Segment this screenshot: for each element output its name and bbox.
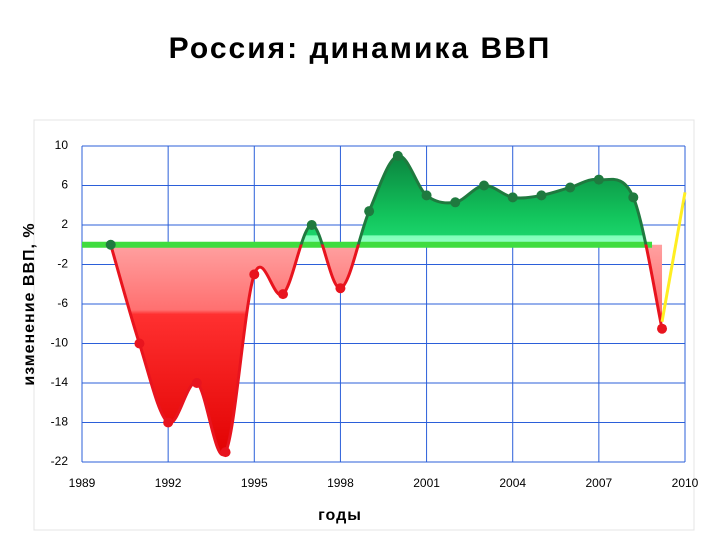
y-tick-label: 6 xyxy=(61,178,68,192)
marker xyxy=(163,417,174,428)
marker xyxy=(191,378,202,388)
marker xyxy=(536,190,547,201)
marker xyxy=(278,289,288,300)
marker xyxy=(565,182,576,193)
marker xyxy=(220,447,231,458)
x-tick-label: 1989 xyxy=(69,476,96,490)
marker xyxy=(249,269,260,280)
chart-title: Россия: динамика ВВП xyxy=(169,32,552,65)
x-tick-label: 1992 xyxy=(155,476,182,490)
marker xyxy=(657,323,668,334)
marker xyxy=(105,239,116,250)
y-tick-label: -6 xyxy=(57,296,68,310)
marker xyxy=(306,220,317,230)
marker xyxy=(421,190,432,201)
marker xyxy=(628,192,639,203)
marker xyxy=(392,150,403,161)
y-tick-label: -2 xyxy=(57,257,68,271)
y-tick-label: -14 xyxy=(51,375,69,389)
x-tick-label: 1995 xyxy=(241,476,268,490)
y-tick-label: -22 xyxy=(51,454,69,468)
marker xyxy=(335,283,346,294)
line xyxy=(660,192,687,323)
marker xyxy=(593,174,604,185)
marker xyxy=(364,206,375,217)
y-tick-label: -10 xyxy=(51,336,69,350)
x-axis-label: годы xyxy=(318,507,362,524)
marker xyxy=(507,192,518,203)
x-tick-label: 2004 xyxy=(499,476,526,490)
x-tick-label: 2007 xyxy=(586,476,613,490)
x-tick-label: 2001 xyxy=(413,476,440,490)
y-tick-label: 2 xyxy=(61,217,68,231)
marker xyxy=(479,180,489,191)
marker xyxy=(134,338,145,349)
x-tick-label: 1998 xyxy=(327,476,354,490)
area xyxy=(110,155,663,455)
y-tick-label: 10 xyxy=(55,138,69,152)
y-tick-label: -18 xyxy=(51,415,69,429)
y-axis-label: изменение ВВП, % xyxy=(21,222,38,385)
x-tick-label: 2010 xyxy=(672,476,699,490)
marker xyxy=(450,197,461,208)
